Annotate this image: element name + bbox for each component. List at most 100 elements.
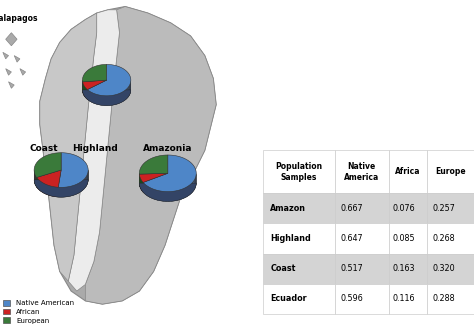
Polygon shape	[82, 80, 107, 92]
Polygon shape	[68, 187, 69, 197]
Polygon shape	[78, 183, 79, 193]
Polygon shape	[36, 170, 61, 187]
Polygon shape	[6, 33, 17, 46]
Polygon shape	[62, 187, 63, 197]
Polygon shape	[121, 93, 122, 103]
Polygon shape	[58, 187, 59, 197]
Polygon shape	[143, 155, 196, 192]
Polygon shape	[189, 184, 190, 195]
Polygon shape	[161, 191, 162, 201]
Polygon shape	[181, 189, 182, 199]
Polygon shape	[114, 95, 115, 105]
Text: Coast: Coast	[30, 144, 58, 153]
Polygon shape	[194, 180, 195, 190]
Polygon shape	[110, 95, 112, 105]
Polygon shape	[58, 170, 61, 197]
Polygon shape	[58, 170, 61, 197]
Polygon shape	[82, 80, 107, 90]
Polygon shape	[40, 13, 97, 281]
Polygon shape	[80, 182, 81, 193]
Polygon shape	[88, 90, 89, 101]
Polygon shape	[66, 187, 67, 197]
Polygon shape	[83, 179, 84, 190]
Polygon shape	[115, 95, 117, 105]
Polygon shape	[119, 93, 121, 103]
Polygon shape	[85, 7, 216, 304]
Polygon shape	[87, 64, 131, 96]
Polygon shape	[174, 191, 175, 201]
Polygon shape	[73, 185, 74, 195]
Polygon shape	[158, 190, 159, 200]
Polygon shape	[190, 184, 191, 194]
Polygon shape	[94, 94, 95, 104]
Polygon shape	[109, 95, 110, 106]
Polygon shape	[87, 80, 107, 99]
Polygon shape	[153, 189, 154, 199]
Polygon shape	[192, 182, 193, 193]
Polygon shape	[69, 186, 70, 197]
Text: Galapagos: Galapagos	[0, 14, 38, 23]
Polygon shape	[148, 186, 149, 197]
Polygon shape	[127, 88, 128, 99]
Polygon shape	[139, 173, 168, 182]
Polygon shape	[71, 186, 73, 196]
Polygon shape	[185, 187, 186, 198]
Polygon shape	[118, 93, 119, 104]
Polygon shape	[64, 187, 65, 197]
Polygon shape	[65, 187, 66, 197]
Polygon shape	[76, 184, 77, 194]
Polygon shape	[36, 170, 61, 187]
Polygon shape	[139, 155, 168, 174]
Polygon shape	[40, 7, 216, 304]
Polygon shape	[143, 173, 168, 192]
Polygon shape	[82, 80, 107, 92]
Polygon shape	[58, 153, 88, 187]
Polygon shape	[149, 187, 150, 198]
Polygon shape	[34, 153, 61, 178]
Polygon shape	[145, 184, 146, 195]
Polygon shape	[182, 188, 184, 199]
Polygon shape	[170, 192, 171, 201]
Polygon shape	[6, 69, 11, 75]
Polygon shape	[3, 52, 9, 59]
Polygon shape	[177, 190, 178, 200]
Polygon shape	[159, 191, 161, 201]
Polygon shape	[112, 95, 113, 105]
Polygon shape	[139, 173, 168, 184]
Polygon shape	[125, 90, 126, 100]
Polygon shape	[84, 178, 85, 189]
Polygon shape	[143, 173, 168, 192]
Polygon shape	[191, 183, 192, 194]
Polygon shape	[168, 192, 170, 201]
Polygon shape	[34, 180, 88, 197]
Legend: Native American, African, European: Native American, African, European	[3, 300, 74, 323]
Polygon shape	[63, 187, 64, 197]
Polygon shape	[164, 191, 165, 201]
Polygon shape	[74, 185, 75, 195]
Polygon shape	[150, 188, 151, 198]
Polygon shape	[156, 190, 158, 200]
Polygon shape	[146, 185, 148, 196]
Polygon shape	[36, 170, 61, 187]
Polygon shape	[81, 181, 82, 191]
Polygon shape	[75, 184, 76, 195]
Polygon shape	[91, 93, 93, 103]
Polygon shape	[113, 95, 114, 105]
Polygon shape	[175, 191, 177, 201]
Polygon shape	[188, 185, 189, 196]
Polygon shape	[67, 187, 68, 197]
Polygon shape	[128, 86, 129, 96]
Polygon shape	[89, 91, 90, 101]
Polygon shape	[165, 192, 167, 201]
Polygon shape	[87, 80, 107, 99]
Polygon shape	[123, 91, 124, 102]
Polygon shape	[90, 91, 91, 102]
Polygon shape	[93, 93, 94, 103]
Polygon shape	[187, 186, 188, 197]
Polygon shape	[162, 191, 164, 201]
Polygon shape	[82, 64, 107, 82]
Polygon shape	[14, 56, 20, 62]
Polygon shape	[82, 180, 83, 190]
Polygon shape	[98, 95, 100, 105]
Polygon shape	[70, 186, 71, 196]
